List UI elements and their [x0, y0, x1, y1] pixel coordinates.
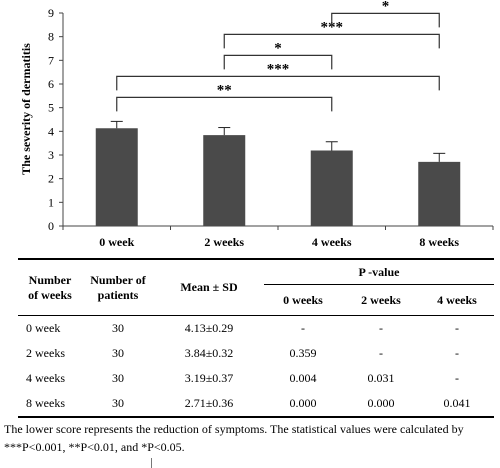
y-tick-label: 1: [48, 195, 54, 209]
cell-mean-sd: 4.13±0.29: [184, 321, 234, 335]
cell-mean-sd: 2.71±0.36: [154, 391, 264, 418]
cell-patients: 30: [112, 371, 124, 385]
cell-p-4: -: [455, 346, 459, 360]
cell-weeks: 0 week: [26, 321, 61, 335]
y-axis-label: The severity of dermatitis: [19, 43, 33, 175]
cell-p-4: -: [455, 321, 459, 335]
y-tick-label: 5: [48, 101, 54, 115]
header-number-of-weeks: Number of weeks: [18, 258, 82, 316]
y-axis: 0 1 2 3 4 5 6 7 8 9: [48, 6, 64, 233]
significance-bracket: [331, 12, 440, 28]
table-row: 2 weeks 30 3.84±0.32 0.359 - -: [18, 341, 494, 366]
cell-p-4: 0.041: [420, 391, 494, 418]
table-row: 0 week 30 4.13±0.29 - - -: [18, 316, 494, 342]
y-tick-label: 9: [48, 6, 54, 20]
significance-brackets: **********: [116, 0, 440, 112]
cell-p-4: -: [455, 371, 459, 385]
bars: [95, 120, 461, 226]
significance-label: **: [217, 82, 232, 98]
cell-weeks: 2 weeks: [26, 346, 65, 360]
cell-mean-sd: 3.19±0.37: [184, 371, 234, 385]
header-p-value: P -value: [264, 258, 494, 285]
y-tick-label: 2: [48, 172, 54, 186]
header-p-2-weeks: 2 weeks: [342, 284, 420, 316]
bar: [95, 128, 138, 226]
bar-chart: 0 1 2 3 4 5 6 7 8 9 0 week 2 weeks 4 weeks 8 weeks *…: [19, 0, 494, 249]
cell-p-2: -: [379, 321, 383, 335]
footnote: The lower score represents the reduction…: [4, 420, 496, 456]
footnote-line-1: The lower score represents the reduction…: [4, 422, 464, 436]
y-tick-label: 8: [48, 30, 54, 44]
cell-p-0: 0.000: [264, 391, 342, 418]
header-number-of-patients: Number of patients: [82, 258, 154, 316]
cell-p-2: 0.031: [367, 371, 395, 385]
bar: [418, 161, 461, 226]
cell-weeks: 8 weeks: [18, 391, 82, 418]
cell-patients: 30: [112, 321, 124, 335]
y-tick-label: 3: [48, 148, 54, 162]
cell-weeks: 4 weeks: [26, 371, 65, 385]
significance-bracket: [116, 96, 333, 112]
cell-mean-sd: 3.84±0.32: [184, 346, 234, 360]
table-row: 4 weeks 30 3.19±0.37 0.004 0.031 -: [18, 366, 494, 391]
header-p-4-weeks: 4 weeks: [420, 284, 494, 316]
significance-label: *: [382, 0, 390, 14]
text-cursor: [151, 458, 152, 468]
cell-p-0: 0.359: [289, 346, 317, 360]
significance-bracket: [223, 54, 333, 70]
cell-p-0: -: [301, 321, 305, 335]
cell-patients: 30: [82, 391, 154, 418]
cell-p-0: 0.004: [289, 371, 317, 385]
significance-bracket: [223, 33, 440, 49]
y-tick-label: 6: [48, 77, 54, 91]
y-tick-label: 4: [48, 124, 54, 138]
footnote-line-2: ***P<0.001, **P<0.01, and *P<0.05.: [4, 440, 185, 454]
table-row: 8 weeks 30 2.71±0.36 0.000 0.000 0.041: [18, 391, 494, 418]
x-tick-label: 4 weeks: [312, 235, 352, 249]
bar: [203, 135, 246, 226]
bar: [310, 150, 353, 226]
cell-p-2: 0.000: [342, 391, 420, 418]
x-tick-label: 8 weeks: [419, 235, 459, 249]
y-tick-label: 7: [48, 53, 54, 67]
cell-p-2: -: [379, 346, 383, 360]
y-tick-label: 0: [48, 219, 54, 233]
x-axis: 0 week 2 weeks 4 weeks 8 weeks: [62, 225, 494, 249]
statistics-table: Number of weeks Number of patients Mean …: [18, 258, 494, 418]
cell-patients: 30: [112, 346, 124, 360]
significance-label: *: [274, 40, 282, 56]
x-tick-label: 2 weeks: [204, 235, 244, 249]
significance-bracket: [116, 75, 440, 91]
header-p-0-weeks: 0 weeks: [264, 284, 342, 316]
significance-label: ***: [267, 61, 290, 77]
header-mean-sd: Mean ± SD: [154, 258, 264, 316]
x-tick-label: 0 week: [99, 235, 134, 249]
